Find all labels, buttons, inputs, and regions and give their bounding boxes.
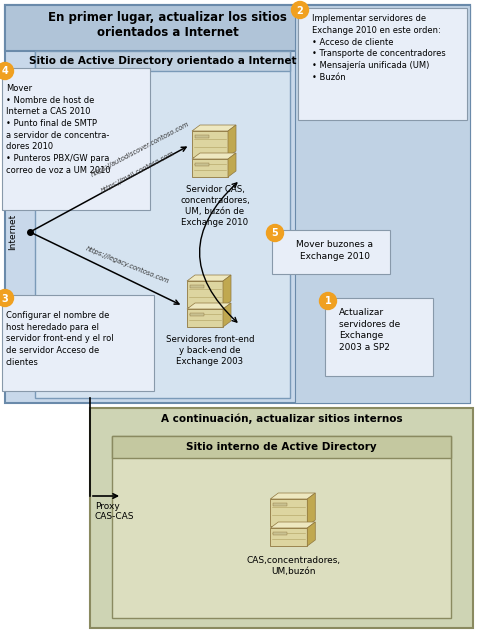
Bar <box>298 8 467 120</box>
Circle shape <box>0 63 13 80</box>
Text: 5: 5 <box>272 229 278 239</box>
Polygon shape <box>270 522 315 528</box>
Polygon shape <box>192 125 236 131</box>
Bar <box>2 68 150 210</box>
Bar <box>270 499 307 526</box>
Text: Sitio de Active Directory orientado a Internet: Sitio de Active Directory orientado a In… <box>29 56 296 66</box>
Text: Proxy
CAS-CAS: Proxy CAS-CAS <box>95 502 134 522</box>
Text: https://legacy.contoso.com: https://legacy.contoso.com <box>85 246 170 285</box>
Bar <box>195 135 209 138</box>
Text: Servidor CAS,
concentradores,
UM, buzón de
Exchange 2010: Servidor CAS, concentradores, UM, buzón … <box>180 185 250 227</box>
Bar <box>35 51 290 398</box>
Bar <box>187 309 223 327</box>
Bar <box>295 5 470 403</box>
Polygon shape <box>228 153 236 177</box>
Circle shape <box>267 225 283 242</box>
Polygon shape <box>187 303 231 309</box>
Bar <box>35 51 290 71</box>
Bar <box>192 159 228 177</box>
Bar <box>192 131 228 157</box>
Text: Implementar servidores de
Exchange 2010 en este orden:
• Acceso de cliente
• Tra: Implementar servidores de Exchange 2010 … <box>312 14 446 82</box>
Polygon shape <box>228 125 236 157</box>
Bar <box>190 313 204 316</box>
FancyArrowPatch shape <box>199 183 237 322</box>
Text: 3: 3 <box>1 294 9 303</box>
Bar <box>273 503 287 506</box>
Bar <box>273 532 287 535</box>
Text: Configurar el nombre de
host heredado para el
servidor front-end y el rol
de ser: Configurar el nombre de host heredado pa… <box>6 311 114 367</box>
Text: Mover buzones a
Exchange 2010: Mover buzones a Exchange 2010 <box>296 240 373 261</box>
Bar <box>112 436 451 618</box>
Bar <box>187 281 223 307</box>
Bar <box>325 298 433 376</box>
Text: https://autodiscover.contoso.com: https://autodiscover.contoso.com <box>90 121 191 178</box>
Text: Internet: Internet <box>9 214 18 250</box>
Circle shape <box>319 292 337 310</box>
Bar <box>195 163 209 166</box>
Polygon shape <box>307 493 315 526</box>
Text: Servidores front-end
y back-end de
Exchange 2003: Servidores front-end y back-end de Excha… <box>166 335 254 367</box>
Polygon shape <box>223 275 231 307</box>
Bar <box>112 436 451 458</box>
Polygon shape <box>307 522 315 546</box>
Text: A continuación, actualizar sitios internos: A continuación, actualizar sitios intern… <box>161 413 402 423</box>
Text: Actualizar
servidores de
Exchange
2003 a SP2: Actualizar servidores de Exchange 2003 a… <box>339 308 400 352</box>
Text: Sitio interno de Active Directory: Sitio interno de Active Directory <box>186 442 377 452</box>
Polygon shape <box>192 153 236 159</box>
Polygon shape <box>223 303 231 327</box>
Bar <box>2 295 154 391</box>
Bar <box>5 5 470 403</box>
Text: 1: 1 <box>325 296 331 306</box>
Text: CAS,concentradores,
UM,buzón: CAS,concentradores, UM,buzón <box>246 556 340 576</box>
Text: 2: 2 <box>297 6 304 15</box>
Bar <box>190 285 204 288</box>
Text: En primer lugar, actualizar los sitios
orientados a Internet: En primer lugar, actualizar los sitios o… <box>48 11 287 39</box>
Polygon shape <box>187 275 231 281</box>
Bar <box>270 528 307 546</box>
Text: 4: 4 <box>1 66 9 77</box>
Bar <box>90 408 473 628</box>
Circle shape <box>292 1 308 18</box>
Bar <box>5 5 470 51</box>
Text: https://mail.contoso.com: https://mail.contoso.com <box>100 150 176 194</box>
Bar <box>272 230 390 274</box>
Polygon shape <box>270 493 315 499</box>
Circle shape <box>0 289 13 306</box>
Text: Mover
• Nombre de host de
Internet a CAS 2010
• Punto final de SMTP
a servidor d: Mover • Nombre de host de Internet a CAS… <box>6 84 110 175</box>
